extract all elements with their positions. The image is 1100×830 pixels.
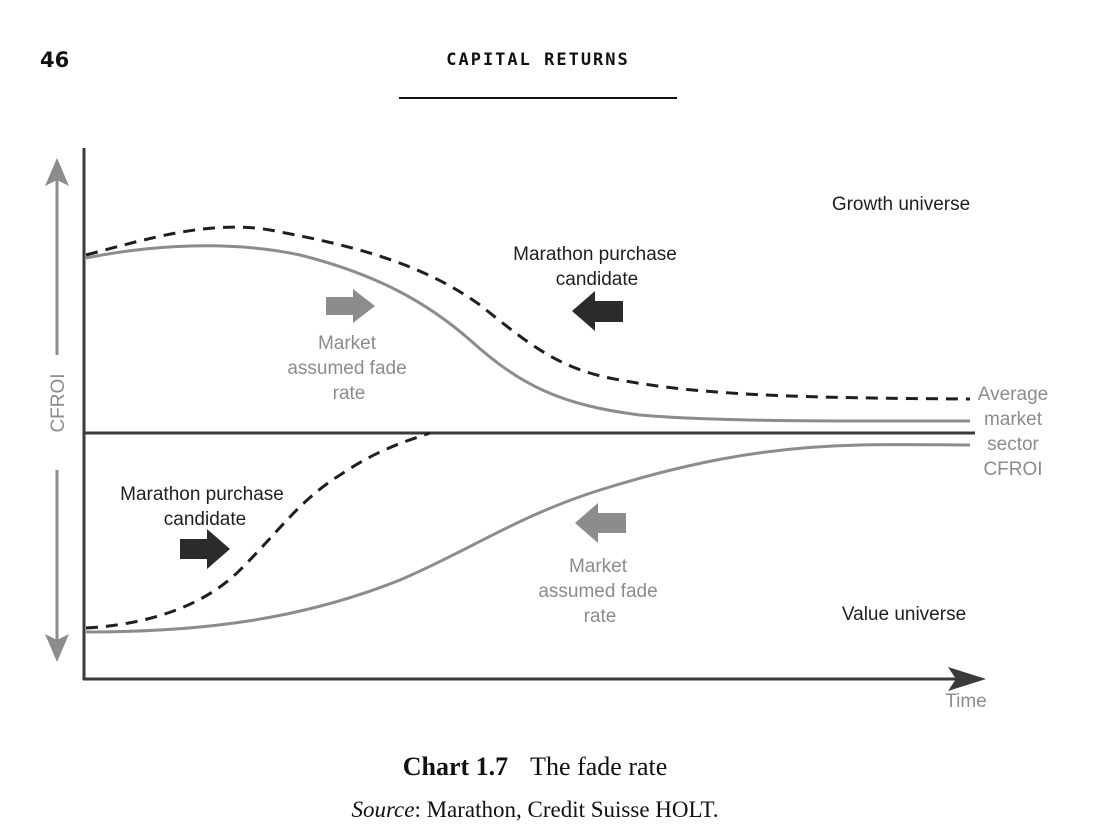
growth-solid-curve <box>85 244 971 423</box>
value-purchase-label-line2: candidate <box>164 509 246 530</box>
average-label-line4: CFROI <box>983 459 1042 480</box>
average-label-line3: sector <box>987 434 1039 455</box>
value-purchase-label-line1: Marathon purchase <box>120 484 284 505</box>
growth-universe-label: Growth universe <box>832 194 970 215</box>
source-label: Source <box>351 797 415 822</box>
value-fade-label-line3: rate <box>584 606 617 627</box>
value-fade-label-line1: Market <box>569 556 628 577</box>
chart-caption: Chart 1.7 The fade rate <box>0 752 1070 782</box>
value-fade-label-line2: assumed fade <box>538 581 657 602</box>
growth-fade-label-line3: rate <box>333 383 366 404</box>
header-rule <box>399 97 677 99</box>
caption-title: The fade rate <box>530 752 668 781</box>
growth-purchase-label-line1: Marathon purchase <box>513 244 677 265</box>
value-market-fade-arrow <box>575 503 626 543</box>
value-dashed-curve <box>85 431 431 630</box>
value-solid-curve <box>85 443 971 634</box>
page-number: 46 <box>40 48 70 72</box>
growth-purchase-label-line2: candidate <box>556 269 638 290</box>
x-axis-arrowhead <box>948 667 986 691</box>
source-text: : Marathon, Credit Suisse HOLT. <box>414 797 719 822</box>
value-universe-label: Value universe <box>842 604 966 625</box>
growth-fade-label-line2: assumed fade <box>287 358 406 379</box>
running-head: CAPITAL RETURNS <box>446 50 630 70</box>
growth-market-fade-arrow <box>326 289 375 323</box>
growth-fade-label-line1: Market <box>318 333 377 354</box>
x-axis-label: Time <box>945 691 987 712</box>
cfroi-up-arrowhead <box>45 158 69 186</box>
average-label-line1: Average <box>978 384 1048 405</box>
source-line: Source: Marathon, Credit Suisse HOLT. <box>0 797 1070 823</box>
cfroi-down-arrowhead <box>45 634 69 662</box>
value-purchase-arrow <box>180 529 230 569</box>
y-axis-label: CFROI <box>48 373 69 432</box>
average-label-line2: market <box>984 409 1043 430</box>
growth-purchase-arrow <box>572 291 623 331</box>
caption-number: Chart 1.7 <box>402 752 509 781</box>
growth-dashed-curve <box>85 225 971 401</box>
